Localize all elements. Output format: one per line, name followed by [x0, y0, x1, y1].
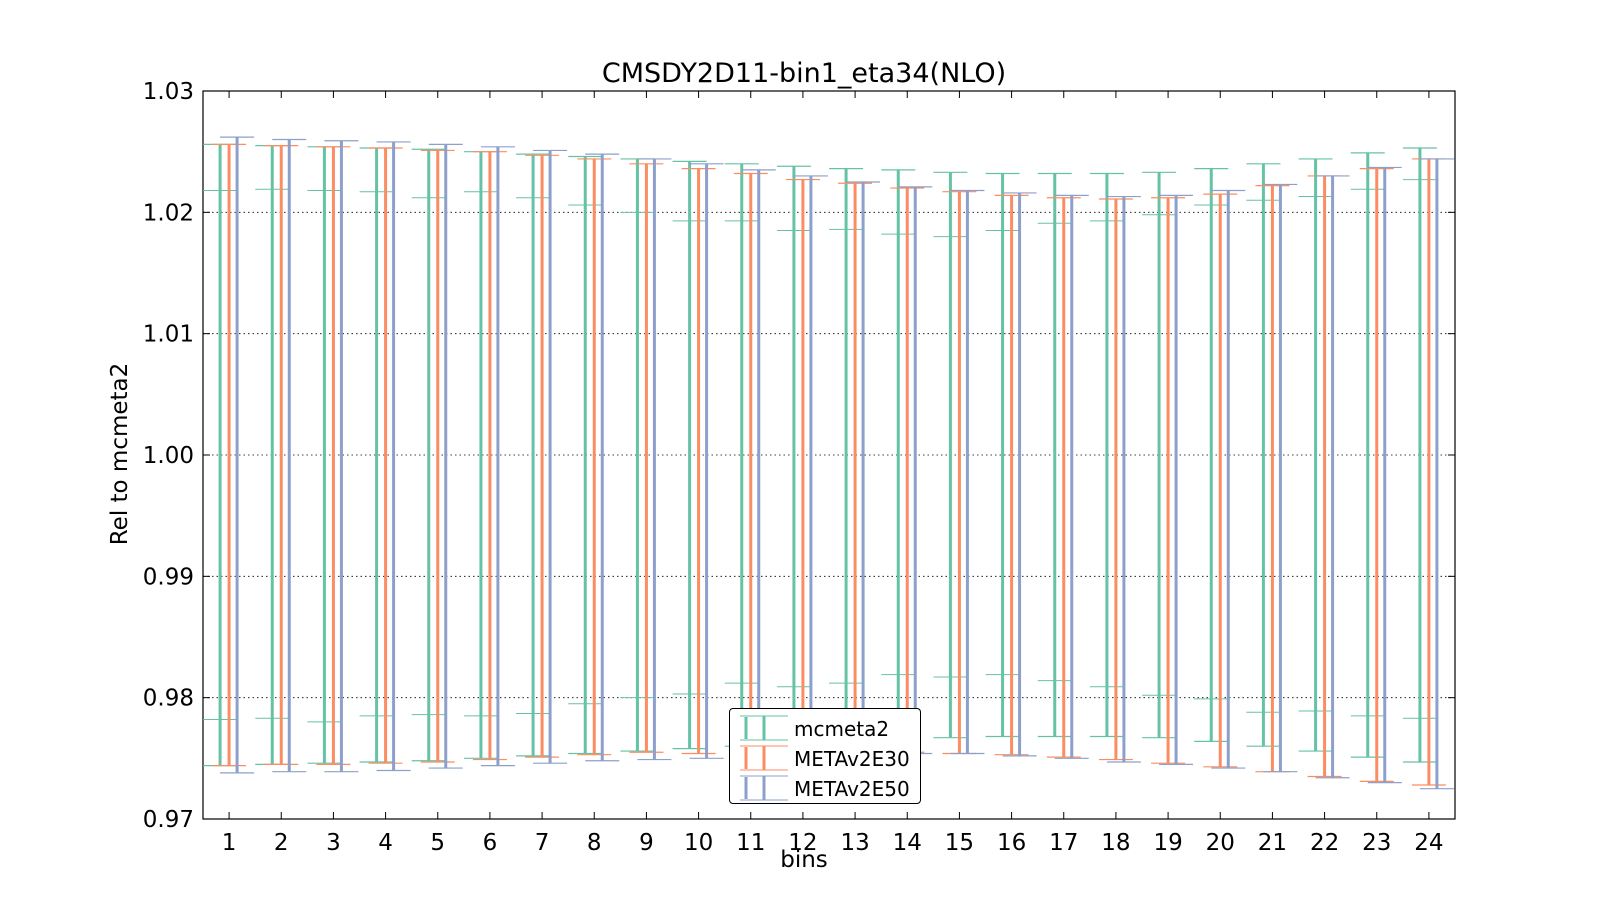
x-axis-label: bins [780, 847, 828, 873]
errorbar-metav2e50 [637, 158, 672, 761]
x-tick-label: 19 [1153, 830, 1182, 856]
errorbar-metav2e30 [1359, 168, 1394, 782]
x-tick-label: 4 [378, 830, 393, 856]
errorbar-metav2e30 [525, 154, 560, 758]
errorbar-mcmeta2 [1142, 171, 1177, 739]
x-tick-label: 5 [430, 830, 445, 856]
errorbar-metav2e50 [950, 189, 985, 755]
y-tick-label: 1.00 [143, 443, 194, 469]
errorbar-mcmeta2 [1350, 152, 1385, 758]
errorbar-mcmeta2 [411, 148, 446, 762]
legend-item-metav2e50: METAv2E50 [730, 773, 920, 803]
x-tick-label: 13 [840, 830, 869, 856]
x-tick-label: 8 [587, 830, 602, 856]
errorbar-metav2e50 [585, 153, 620, 762]
x-tick-label: 12 [788, 830, 817, 856]
errorbar-metav2e50 [1002, 192, 1037, 757]
legend-item-metav2e30: METAv2E30 [730, 743, 920, 773]
x-tick-label: 17 [1049, 830, 1078, 856]
chart-title: CMSDY2D11-bin1_eta34(NLO) [602, 58, 1006, 89]
errorbar-metav2e50 [220, 136, 255, 774]
axes: 0.970.980.991.001.011.021.031 2 3 4 5 6 7 8 9 10 1… [143, 79, 1455, 856]
x-tick-label: 18 [1101, 830, 1130, 856]
x-tick-label: 23 [1362, 830, 1391, 856]
gridlines [203, 211, 1455, 699]
errorbar-mcmeta2 [1298, 158, 1333, 752]
errorbar-mcmeta2 [1089, 172, 1124, 738]
errorbar-metav2e30 [264, 145, 299, 766]
errorbar-mcmeta2 [1246, 163, 1281, 747]
y-axis-label: Rel to mcmeta2 [107, 363, 133, 546]
errorbar-metav2e50 [1315, 175, 1350, 779]
x-tick-label: 22 [1310, 830, 1339, 856]
errorbar-metav2e30 [472, 151, 507, 761]
legend-label-mcmeta2: mcmeta2 [794, 717, 890, 741]
errorbar-mcmeta2 [672, 160, 707, 750]
legend-swatch-mcmeta2 [740, 715, 788, 741]
errorbar-metav2e50 [324, 140, 359, 773]
x-tick-label: 1 [222, 830, 237, 856]
legend-swatch-metav2e50 [740, 775, 788, 801]
errorbar-metav2e30 [994, 194, 1029, 756]
x-tick-label: 3 [326, 830, 341, 856]
legend-item-mcmeta2: mcmeta2 [730, 713, 920, 743]
errorbar-metav2e30 [368, 147, 403, 764]
errorbar-metav2e50 [1419, 158, 1454, 790]
errorbar-mcmeta2 [1402, 147, 1437, 763]
errorbar-metav2e50 [689, 163, 724, 759]
x-tick-label: 2 [274, 830, 289, 856]
legend-label-metav2e30: METAv2E30 [794, 747, 910, 771]
errorbar-metav2e50 [480, 146, 515, 767]
errorbar-metav2e50 [272, 138, 307, 773]
x-tick-label: 14 [893, 830, 922, 856]
errorbar-metav2e50 [376, 141, 411, 772]
x-tick-label: 10 [684, 830, 713, 856]
x-tick-label: 7 [535, 830, 550, 856]
x-tick-label: 16 [997, 830, 1026, 856]
x-tick-label: 9 [639, 830, 654, 856]
y-tick-label: 0.98 [143, 686, 194, 712]
errorbar-mcmeta2 [568, 155, 603, 755]
errorbar-mcmeta2 [1037, 172, 1072, 738]
x-tick-label: 24 [1414, 830, 1443, 856]
legend-swatch-metav2e30 [740, 745, 788, 771]
errorbar-metav2e30 [681, 168, 716, 755]
errorbar-metav2e30 [212, 143, 247, 767]
x-tick-label: 11 [736, 830, 765, 856]
errorbar-metav2e30 [1151, 197, 1186, 764]
errorbar-metav2e50 [1211, 189, 1246, 769]
errorbar-mcmeta2 [1194, 168, 1229, 742]
y-tick-label: 1.01 [143, 322, 194, 348]
x-tick-label: 6 [483, 830, 498, 856]
errorbar-metav2e50 [1263, 183, 1298, 773]
errorbar-metav2e30 [316, 146, 351, 766]
legend-label-metav2e50: METAv2E50 [794, 777, 910, 801]
errorbar-metav2e30 [1203, 193, 1238, 768]
errorbar-metav2e50 [1106, 195, 1141, 763]
y-tick-label: 0.97 [143, 807, 194, 833]
x-tick-label: 21 [1258, 830, 1287, 856]
errorbar-metav2e50 [1367, 166, 1402, 784]
errorbar-metav2e50 [1054, 194, 1089, 759]
errorbar-metav2e30 [577, 158, 612, 756]
errorbar-metav2e50 [428, 143, 463, 769]
errorbar-metav2e30 [1046, 197, 1081, 758]
errorbar-mcmeta2 [516, 153, 551, 757]
y-tick-label: 0.99 [143, 564, 194, 590]
errorbar-metav2e30 [420, 149, 455, 763]
legend: mcmeta2 METAv2E30 METAv2E50 [729, 708, 921, 804]
y-tick-label: 1.03 [143, 79, 194, 105]
x-tick-label: 20 [1206, 830, 1235, 856]
errorbar-mcmeta2 [933, 171, 968, 739]
errorbar-mcmeta2 [985, 172, 1020, 738]
errorbar-metav2e50 [533, 149, 568, 764]
x-tick-label: 15 [945, 830, 974, 856]
errorbar-metav2e30 [1098, 198, 1133, 761]
errorbars [203, 136, 1454, 790]
errorbar-metav2e30 [629, 163, 664, 753]
y-tick-label: 1.02 [143, 200, 194, 226]
errorbar-metav2e50 [1159, 194, 1194, 766]
